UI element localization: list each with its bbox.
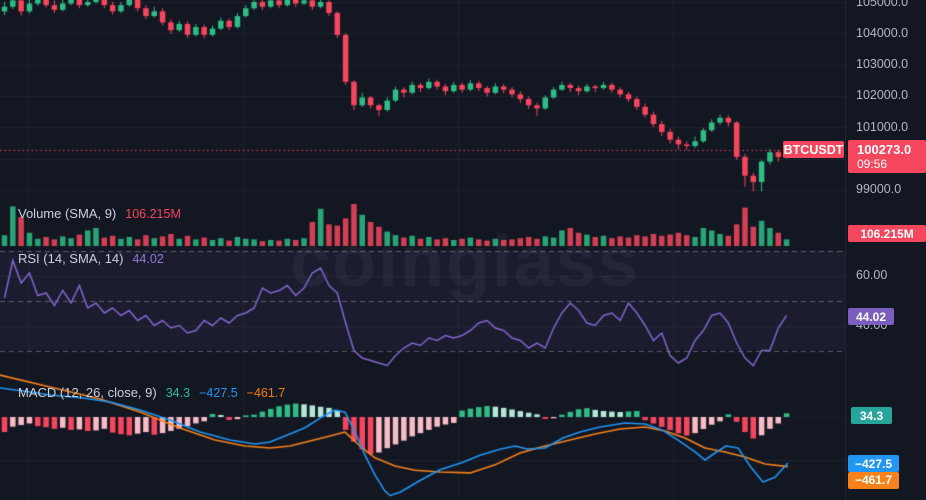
rsi-axis-badge: 44.02 <box>848 308 894 325</box>
macd-line-axis-badge: −427.5 <box>848 455 899 472</box>
rsi-value: 44.02 <box>132 251 164 266</box>
last-time: 09:56 <box>857 157 888 171</box>
price-tick-label: 102000.0 <box>856 88 909 103</box>
macd-title: MACD (12, 26, close, 9) <box>18 385 157 400</box>
macd-signal-value: −461.7 <box>246 385 286 400</box>
last-price-badge: 100273.0 09:56 <box>848 140 926 173</box>
rsi-pane-label[interactable]: RSI (14, SMA, 14) 44.02 <box>18 251 164 266</box>
price-axis[interactable]: 105000.0 104000.0 103000.0 102000.0 101000.0… <box>845 0 926 500</box>
axis-separator <box>845 0 846 500</box>
rsi-title: RSI (14, SMA, 14) <box>18 251 124 266</box>
price-tick-label: 101000.0 <box>856 119 909 134</box>
macd-pane-label[interactable]: MACD (12, 26, close, 9) 34.3 −427.5 −461… <box>18 385 285 400</box>
macd-hist-value: 34.3 <box>165 385 191 400</box>
macd-hist-axis-badge: 34.3 <box>851 407 892 424</box>
price-tick-label: 99000.0 <box>856 182 902 197</box>
macd-signal-axis-badge: −461.7 <box>848 471 899 489</box>
volume-title: Volume (SMA, 9) <box>18 206 117 221</box>
price-tick-label: 105000.0 <box>856 0 909 9</box>
symbol-badge: BTCUSDT <box>783 141 844 158</box>
volume-axis-badge: 106.215M <box>848 225 926 242</box>
price-tick-label: 104000.0 <box>856 25 909 40</box>
volume-value: 106.215M <box>125 206 181 221</box>
last-price: 100273.0 <box>857 142 912 157</box>
rsi-level-60-label: 60.00 <box>856 268 888 282</box>
price-tick-label: 103000.0 <box>856 57 909 72</box>
volume-pane-label[interactable]: Volume (SMA, 9) 106.215M <box>18 206 181 221</box>
macd-line-value: −427.5 <box>199 385 238 400</box>
